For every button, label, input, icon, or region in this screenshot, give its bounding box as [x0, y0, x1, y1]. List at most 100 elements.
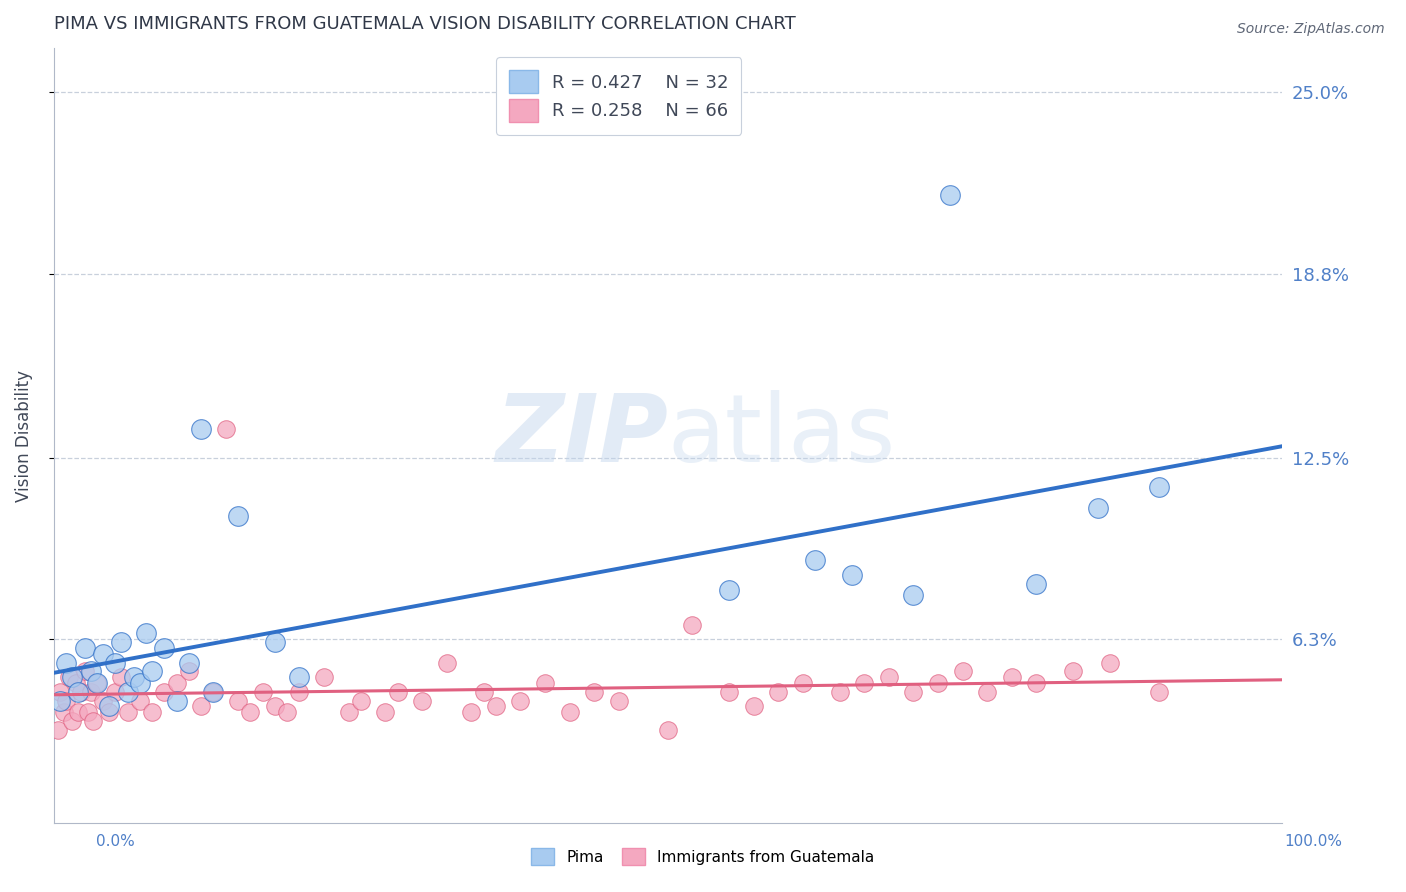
Text: atlas: atlas	[668, 390, 896, 482]
Legend: Pima, Immigrants from Guatemala: Pima, Immigrants from Guatemala	[526, 842, 880, 871]
Point	[1025, 576, 1047, 591]
Point	[804, 553, 827, 567]
Point	[153, 640, 176, 655]
Point	[1147, 685, 1170, 699]
Point	[55, 656, 77, 670]
Point	[226, 509, 249, 524]
Point	[128, 693, 150, 707]
Point	[86, 676, 108, 690]
Point	[58, 670, 80, 684]
Point	[190, 422, 212, 436]
Point	[153, 685, 176, 699]
Point	[1087, 500, 1109, 515]
Point	[1001, 670, 1024, 684]
Point	[976, 685, 998, 699]
Point	[1098, 656, 1121, 670]
Point	[768, 685, 790, 699]
Point	[718, 582, 741, 597]
Point	[939, 187, 962, 202]
Point	[792, 676, 814, 690]
Point	[226, 693, 249, 707]
Point	[135, 626, 157, 640]
Point	[202, 685, 225, 699]
Point	[46, 723, 69, 737]
Point	[141, 665, 163, 679]
Point	[98, 699, 121, 714]
Point	[60, 670, 83, 684]
Point	[411, 693, 433, 707]
Point	[239, 706, 262, 720]
Point	[903, 588, 925, 602]
Point	[828, 685, 851, 699]
Point	[55, 693, 77, 707]
Point	[104, 656, 127, 670]
Point	[79, 685, 101, 699]
Point	[1025, 676, 1047, 690]
Point	[49, 685, 72, 699]
Point	[79, 665, 101, 679]
Point	[374, 706, 396, 720]
Point	[141, 706, 163, 720]
Point	[177, 656, 200, 670]
Point	[558, 706, 581, 720]
Text: PIMA VS IMMIGRANTS FROM GUATEMALA VISION DISABILITY CORRELATION CHART: PIMA VS IMMIGRANTS FROM GUATEMALA VISION…	[53, 15, 796, 33]
Point	[607, 693, 630, 707]
Text: ZIP: ZIP	[495, 390, 668, 482]
Point	[264, 699, 287, 714]
Point	[60, 714, 83, 728]
Point	[82, 714, 104, 728]
Point	[110, 670, 132, 684]
Point	[49, 693, 72, 707]
Point	[67, 706, 90, 720]
Point	[70, 685, 93, 699]
Point	[312, 670, 335, 684]
Point	[73, 665, 96, 679]
Point	[288, 670, 311, 684]
Point	[718, 685, 741, 699]
Point	[952, 665, 974, 679]
Point	[117, 706, 139, 720]
Point	[509, 693, 531, 707]
Point	[337, 706, 360, 720]
Y-axis label: Vision Disability: Vision Disability	[15, 370, 32, 502]
Point	[98, 706, 121, 720]
Point	[215, 422, 238, 436]
Point	[472, 685, 495, 699]
Point	[65, 676, 87, 690]
Point	[91, 693, 114, 707]
Point	[681, 617, 703, 632]
Point	[877, 670, 900, 684]
Point	[927, 676, 949, 690]
Point	[73, 640, 96, 655]
Legend: R = 0.427    N = 32, R = 0.258    N = 66: R = 0.427 N = 32, R = 0.258 N = 66	[496, 57, 741, 135]
Text: 100.0%: 100.0%	[1285, 834, 1343, 849]
Point	[485, 699, 508, 714]
Text: Source: ZipAtlas.com: Source: ZipAtlas.com	[1237, 22, 1385, 37]
Point	[742, 699, 765, 714]
Point	[77, 706, 100, 720]
Point	[853, 676, 876, 690]
Point	[202, 685, 225, 699]
Point	[104, 685, 127, 699]
Point	[436, 656, 458, 670]
Point	[110, 635, 132, 649]
Point	[276, 706, 298, 720]
Point	[52, 706, 75, 720]
Point	[387, 685, 409, 699]
Point	[190, 699, 212, 714]
Point	[903, 685, 925, 699]
Text: 0.0%: 0.0%	[96, 834, 135, 849]
Point	[86, 676, 108, 690]
Point	[117, 685, 139, 699]
Point	[583, 685, 606, 699]
Point	[841, 567, 863, 582]
Point	[288, 685, 311, 699]
Point	[657, 723, 679, 737]
Point	[166, 693, 188, 707]
Point	[1062, 665, 1084, 679]
Point	[67, 685, 90, 699]
Point	[91, 647, 114, 661]
Point	[264, 635, 287, 649]
Point	[534, 676, 557, 690]
Point	[1147, 480, 1170, 494]
